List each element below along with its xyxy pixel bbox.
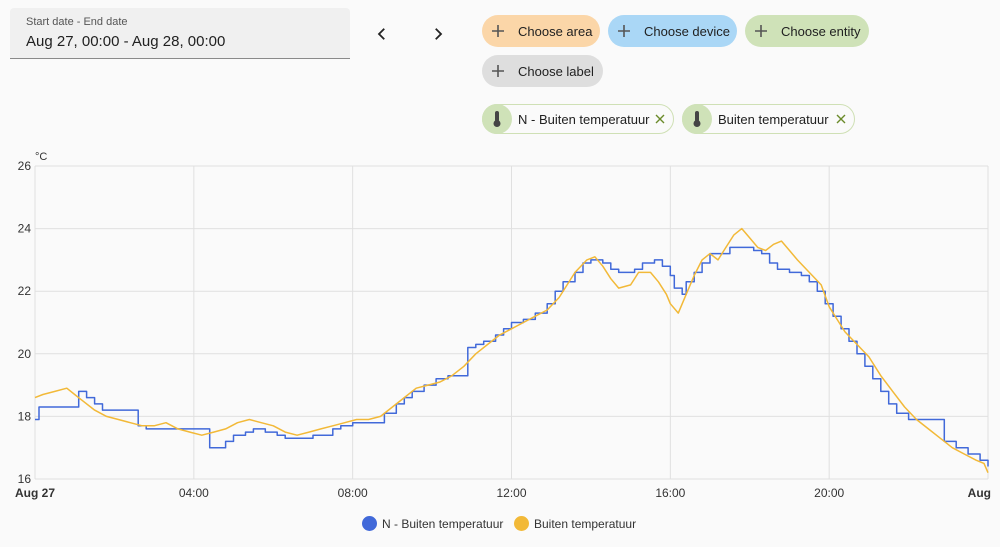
choose-area-button[interactable]: Choose area: [482, 15, 600, 47]
date-range-value: Aug 27, 00:00 - Aug 28, 00:00: [26, 33, 226, 50]
plus-icon: [755, 25, 767, 37]
y-tick-label: 24: [18, 222, 32, 236]
x-tick-label: Aug: [968, 486, 991, 500]
date-range-picker[interactable]: Start date - End date Aug 27, 00:00 - Au…: [10, 8, 350, 59]
legend-item-n-buiten-temperatuur[interactable]: N - Buiten temperatuur: [362, 516, 503, 531]
date-range-label: Start date - End date: [26, 16, 128, 28]
entity-chip-label: Buiten temperatuur: [718, 111, 829, 127]
chevron-right-icon: [435, 28, 443, 40]
choose-entity-button[interactable]: Choose entity: [745, 15, 869, 47]
y-tick-label: 22: [18, 284, 32, 298]
selected-entity-chip[interactable]: N - Buiten temperatuur: [482, 104, 674, 134]
series-line-buiten-temperatuur: [34, 227, 989, 473]
x-tick-label: Aug 27: [15, 486, 55, 500]
legend-swatch: [362, 516, 377, 531]
plus-icon: [492, 65, 504, 77]
y-tick-label: 26: [18, 159, 32, 173]
thermometer-icon: [482, 104, 512, 134]
history-chart[interactable]: 16 18 20 22 24 26 Aug 27 04:00 08:00 12:00 16:00 20…: [0, 148, 1000, 504]
next-period-button[interactable]: [424, 20, 452, 48]
plus-icon: [492, 25, 504, 37]
legend-label: Buiten temperatuur: [534, 516, 637, 531]
choose-area-label: Choose area: [518, 23, 593, 39]
thermometer-icon: [682, 104, 712, 134]
x-tick-label: 08:00: [338, 486, 368, 500]
legend-item-buiten-temperatuur[interactable]: Buiten temperatuur: [514, 516, 636, 531]
x-tick-label: 20:00: [814, 486, 844, 500]
legend-swatch: [514, 516, 529, 531]
plus-icon: [618, 25, 630, 37]
x-tick-label: 04:00: [179, 486, 209, 500]
chevron-left-icon: [377, 28, 385, 40]
y-tick-label: 16: [18, 472, 32, 486]
x-tick-label: 16:00: [655, 486, 685, 500]
y-tick-label: 20: [18, 347, 32, 361]
x-tick-label: 12:00: [496, 486, 526, 500]
y-axis-unit-label: °C: [35, 151, 47, 163]
choose-device-label: Choose device: [644, 23, 730, 39]
choose-label-label: Choose label: [518, 63, 594, 79]
remove-entity-icon[interactable]: [655, 114, 665, 124]
selected-entity-chip[interactable]: Buiten temperatuur: [682, 104, 855, 134]
series-line-n-buiten-temperatuur: [35, 246, 989, 467]
remove-entity-icon[interactable]: [836, 114, 846, 124]
choose-label-button[interactable]: Choose label: [482, 55, 603, 87]
previous-period-button[interactable]: [368, 20, 396, 48]
entity-chip-label: N - Buiten temperatuur: [518, 111, 650, 127]
y-tick-label: 18: [18, 409, 32, 423]
legend-label: N - Buiten temperatuur: [382, 516, 504, 531]
choose-device-button[interactable]: Choose device: [608, 15, 737, 47]
choose-entity-label: Choose entity: [781, 23, 861, 39]
